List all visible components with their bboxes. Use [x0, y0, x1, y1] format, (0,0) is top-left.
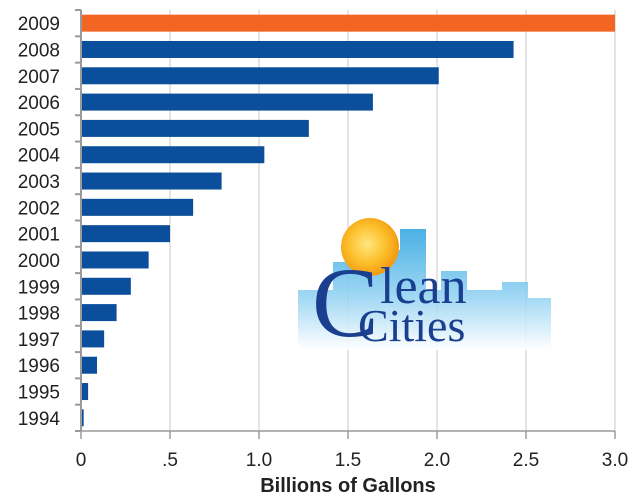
y-tick-label: 2005	[18, 119, 60, 140]
y-tick-label: 1997	[18, 330, 60, 351]
bar-1998	[81, 304, 117, 322]
x-tick-labels: 0 .5 1.0 1.5 2.0 2.5 3.0	[76, 450, 629, 471]
x-axis-label: Billions of Gallons	[260, 475, 436, 497]
x-tick-label: .5	[162, 450, 178, 471]
bar-2009	[81, 14, 615, 32]
y-tick-label: 2008	[18, 40, 60, 61]
y-tick-label: 2009	[18, 14, 60, 35]
y-tick-label: 2004	[18, 146, 61, 167]
y-tick-label: 2001	[18, 225, 60, 246]
bar-2001	[81, 225, 170, 243]
bar-2008	[81, 40, 514, 58]
x-tick-label: 2.5	[513, 450, 539, 471]
y-tick-label: 2006	[18, 93, 60, 114]
bar-1999	[81, 277, 131, 295]
x-tick-label: 3.0	[602, 450, 628, 471]
logo-initial-c: C	[312, 247, 379, 358]
y-tick-label: 1999	[18, 277, 60, 298]
y-tick-label: 2002	[18, 198, 60, 219]
x-tick-label: 1.5	[335, 450, 361, 471]
x-tick-label: 0	[76, 450, 87, 471]
y-tick-label: 1995	[18, 383, 60, 404]
sun-icon	[341, 218, 399, 276]
y-tick-label: 2000	[18, 251, 60, 272]
bar-2002	[81, 198, 194, 216]
y-tick-label: 1998	[18, 304, 60, 325]
logo-word-cities: Cities	[358, 300, 465, 351]
bar-1994	[81, 409, 84, 427]
axes	[75, 9, 616, 439]
y-tick-label: 1996	[18, 356, 60, 377]
bar-2005	[81, 119, 309, 137]
x-tick-label: 1.0	[246, 450, 272, 471]
bar-2000	[81, 251, 149, 269]
bar-2007	[81, 67, 439, 85]
y-tick-label: 2007	[18, 67, 60, 88]
bars	[81, 14, 615, 427]
y-tick-label: 1994	[18, 409, 61, 430]
bar-2006	[81, 93, 373, 111]
bar-2003	[81, 172, 222, 190]
clean-cities-logo: C lean Cities	[298, 218, 551, 358]
y-tick-labels: 2009 2008 2007 2006 2005 2004 2003 2002 2001 2000…	[18, 14, 61, 430]
x-tick-label: 2.0	[424, 450, 450, 471]
y-tick-label: 2003	[18, 172, 60, 193]
bar-2004	[81, 146, 265, 164]
logo-word-lean: lean	[380, 258, 467, 315]
bar-1997	[81, 330, 105, 348]
bar-1996	[81, 356, 98, 374]
bar-1995	[81, 383, 89, 401]
